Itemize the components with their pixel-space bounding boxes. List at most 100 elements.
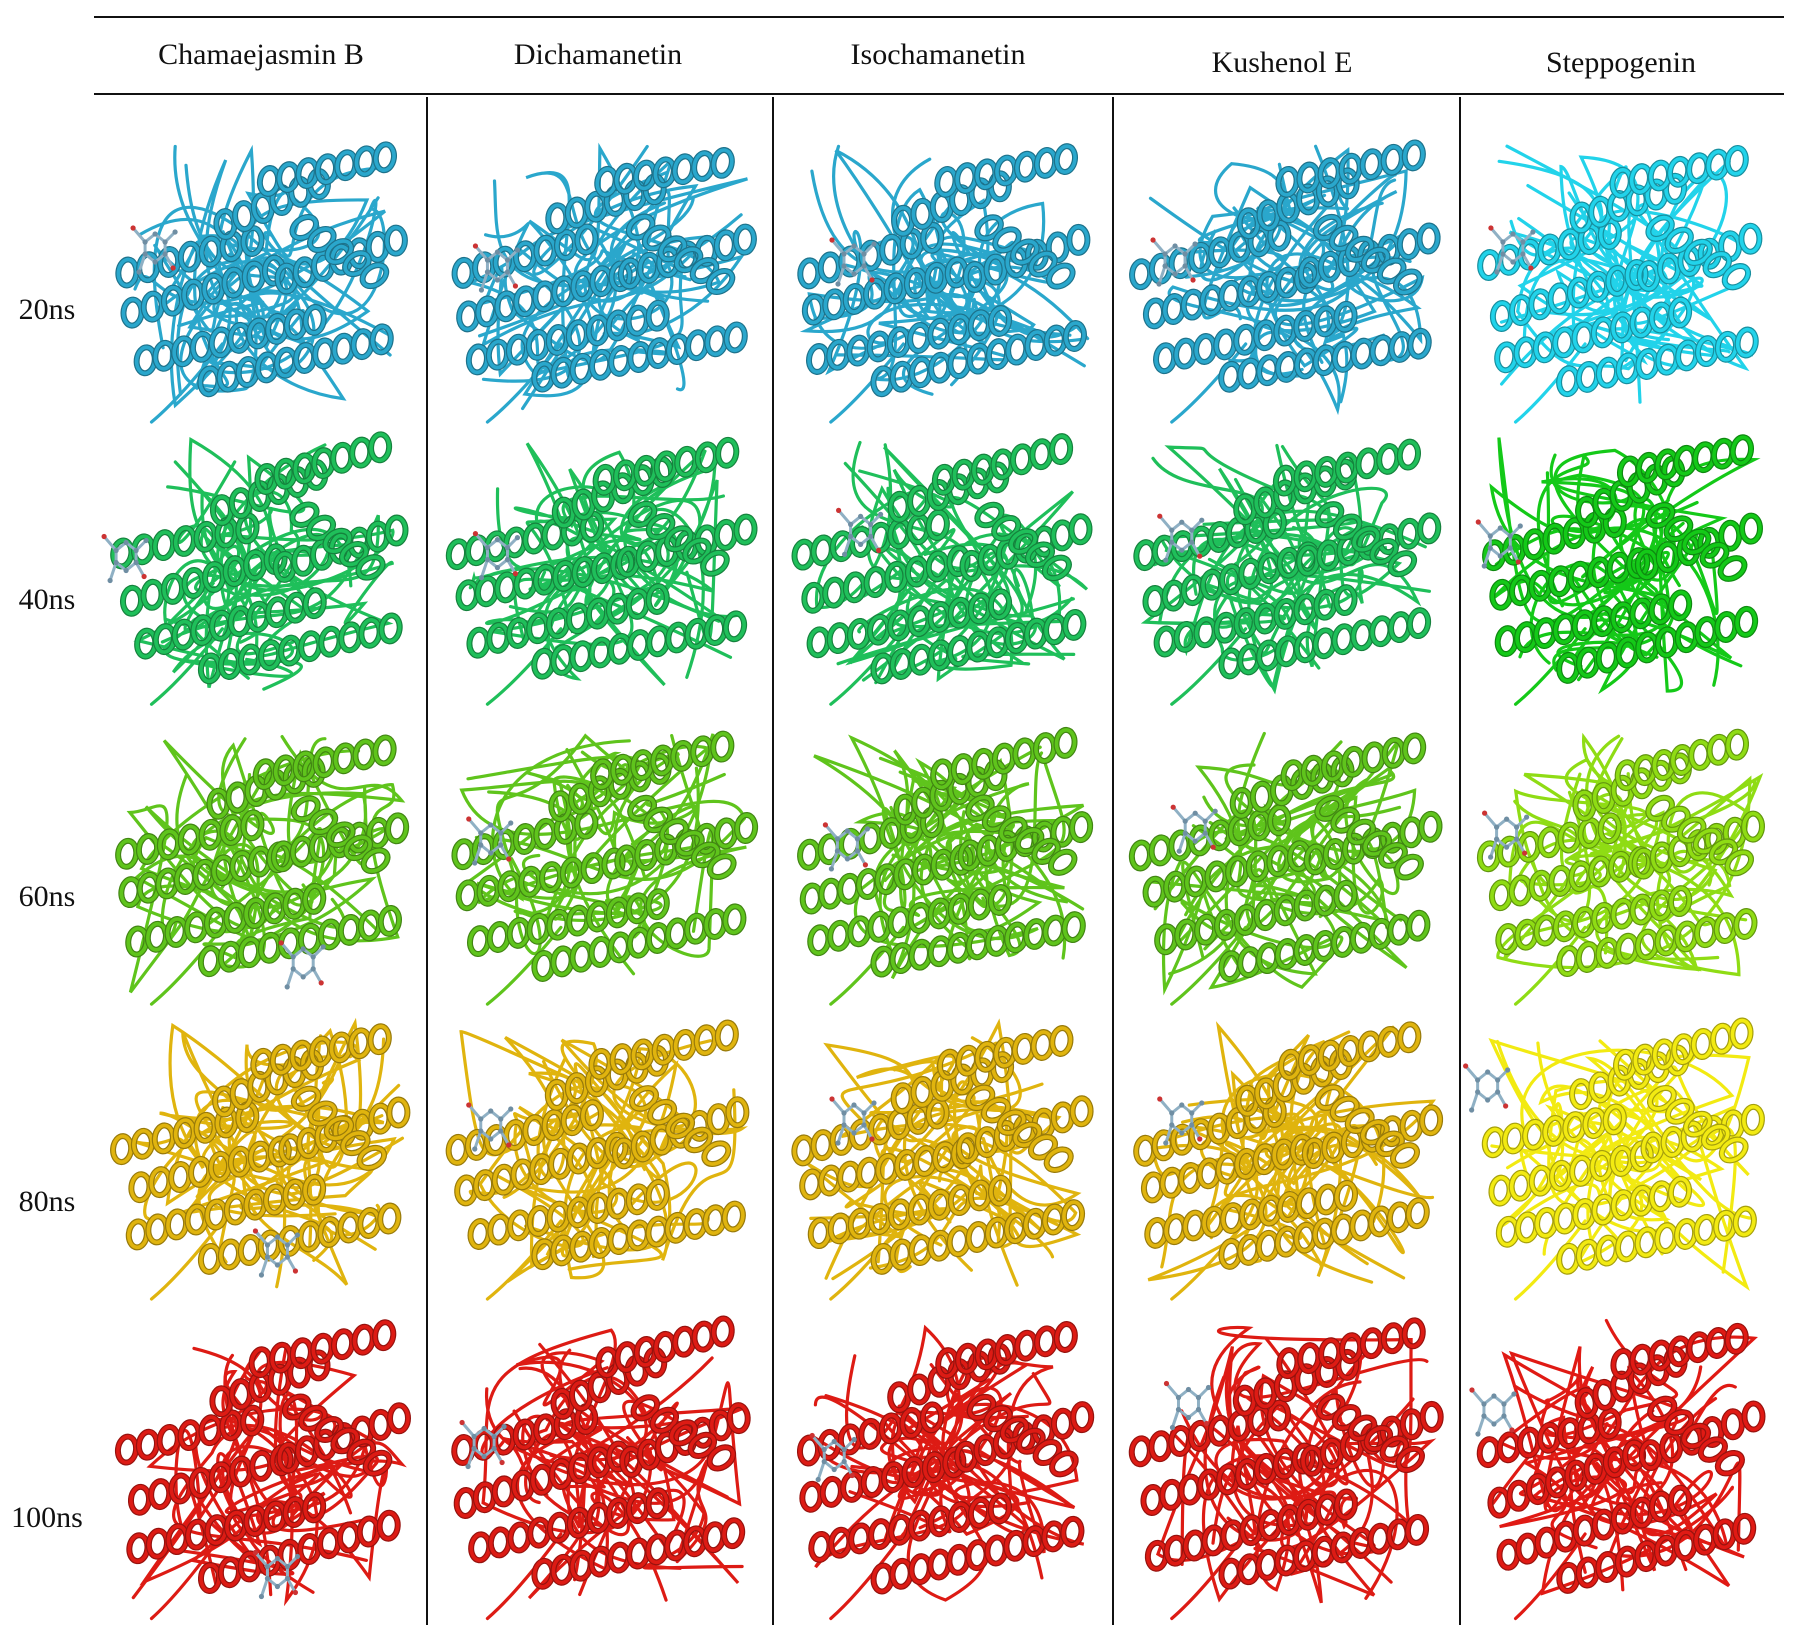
- row-label-20ns: 20ns: [18, 293, 76, 326]
- helix-turn: [848, 916, 871, 947]
- helix-turn: [735, 813, 757, 843]
- ribbon-structure: [1476, 728, 1766, 1006]
- helix-turn: [963, 262, 986, 292]
- ligand-bond: [1157, 265, 1167, 285]
- ligand-atom: [841, 1122, 847, 1128]
- c-terminal-tail: [1513, 342, 1587, 424]
- ligand-atom: [851, 1436, 857, 1443]
- helix-turn: [1334, 302, 1357, 332]
- ligand-atom: [1202, 830, 1208, 836]
- helix-turn: [844, 572, 866, 603]
- ligand-atom: [1175, 1406, 1182, 1413]
- helix-turn: [1195, 914, 1217, 945]
- ligand-molecule: [1488, 225, 1536, 275]
- helix-turn: [1658, 253, 1680, 284]
- coil-loop: [1150, 803, 1316, 929]
- helix-turn: [338, 1212, 361, 1243]
- helix-turn: [707, 854, 736, 879]
- helix-turn: [467, 344, 489, 375]
- helix-turn: [1699, 1437, 1727, 1462]
- ligand-atom: [512, 283, 519, 289]
- helix-turn: [147, 1528, 169, 1559]
- helix-turn: [158, 829, 180, 860]
- helix-turn: [361, 848, 390, 873]
- helix-turn: [373, 735, 396, 766]
- ligand-bond: [285, 968, 295, 988]
- helix-turn: [581, 511, 603, 542]
- helix-turn: [1297, 184, 1319, 215]
- ligand-atom: [1190, 277, 1196, 283]
- helix-turn: [111, 1134, 133, 1164]
- helix-turn: [1664, 516, 1693, 541]
- ligand-bond: [499, 844, 511, 860]
- helix-turn: [722, 1201, 745, 1232]
- column-divider-2: [772, 97, 774, 1625]
- ligand-atom: [1197, 553, 1203, 559]
- helix-turn: [890, 361, 913, 392]
- ligand-atom: [1488, 225, 1494, 231]
- coil-loop: [1147, 1084, 1343, 1282]
- c-terminal-tail: [149, 1532, 224, 1621]
- ligand-bond: [480, 271, 489, 291]
- helix-turn: [989, 1175, 1011, 1206]
- column-header-steppogenin: Steppogenin: [1546, 46, 1696, 79]
- helix-turn: [1294, 461, 1317, 492]
- helix-turn: [387, 1097, 410, 1128]
- ligand-atom: [1199, 517, 1205, 523]
- ligand-atom: [1175, 1394, 1182, 1401]
- helix-turn: [1254, 900, 1277, 930]
- ribbon-structure: [451, 142, 757, 424]
- ligand-atom: [274, 1234, 281, 1240]
- c-terminal-tail: [829, 925, 905, 1006]
- ligand-atom: [1157, 513, 1163, 519]
- protein-snapshot-20ns-col5: [1465, 128, 1781, 428]
- ligand-atom: [478, 1116, 484, 1122]
- helix-turn: [1277, 1348, 1300, 1378]
- ligand-bond: [1502, 1415, 1514, 1431]
- ligand-atom: [1494, 269, 1500, 275]
- ligand-atom: [1199, 1100, 1205, 1106]
- helix-turn: [803, 294, 825, 325]
- helix-turn: [116, 1434, 138, 1465]
- ligand-bond: [1203, 832, 1215, 848]
- ligand-molecule: [829, 1096, 877, 1146]
- helix-turn: [309, 809, 338, 834]
- helix-turn: [1725, 146, 1748, 176]
- protein-snapshot-40ns-col4: [1118, 420, 1454, 710]
- helix-turn: [158, 247, 180, 277]
- ligand-atom: [484, 269, 491, 275]
- ligand-bond: [843, 535, 853, 555]
- helix-turn: [182, 568, 205, 598]
- helix-turn: [884, 273, 907, 304]
- c-terminal-tail: [1170, 342, 1248, 424]
- helix-turn: [1598, 219, 1621, 249]
- helix-turn: [534, 1414, 557, 1445]
- helix-turn: [859, 823, 882, 854]
- helix-turn: [589, 1049, 612, 1079]
- helix-turn: [379, 613, 402, 644]
- helix-turn: [1143, 876, 1166, 907]
- coil-loop: [1197, 162, 1287, 282]
- ribbon-structure: [1128, 1317, 1444, 1621]
- row-label-100ns: 100ns: [11, 1501, 83, 1534]
- helix-turn: [223, 556, 246, 586]
- ligand-atom: [842, 551, 848, 557]
- ligand-bond: [1158, 1098, 1173, 1114]
- protein-snapshot-80ns-col2: [434, 1005, 768, 1305]
- helix-turn: [650, 1407, 678, 1433]
- ligand-atom: [284, 1254, 291, 1260]
- ligand-atom: [831, 1466, 837, 1473]
- ligand-atom: [1530, 229, 1536, 235]
- ligand-atom: [1503, 1103, 1509, 1109]
- helix-turn: [241, 1405, 264, 1436]
- helix-turn: [734, 224, 756, 255]
- helix-turn: [373, 1320, 396, 1350]
- helix-turn: [182, 279, 204, 310]
- coil-loop: [1519, 772, 1608, 923]
- helix-turn: [572, 489, 595, 520]
- ligand-atom: [835, 281, 841, 287]
- ligand-atom: [310, 966, 316, 972]
- ligand-bond: [460, 1421, 476, 1438]
- helix-turn: [178, 1420, 201, 1450]
- ligand-atom: [318, 980, 324, 986]
